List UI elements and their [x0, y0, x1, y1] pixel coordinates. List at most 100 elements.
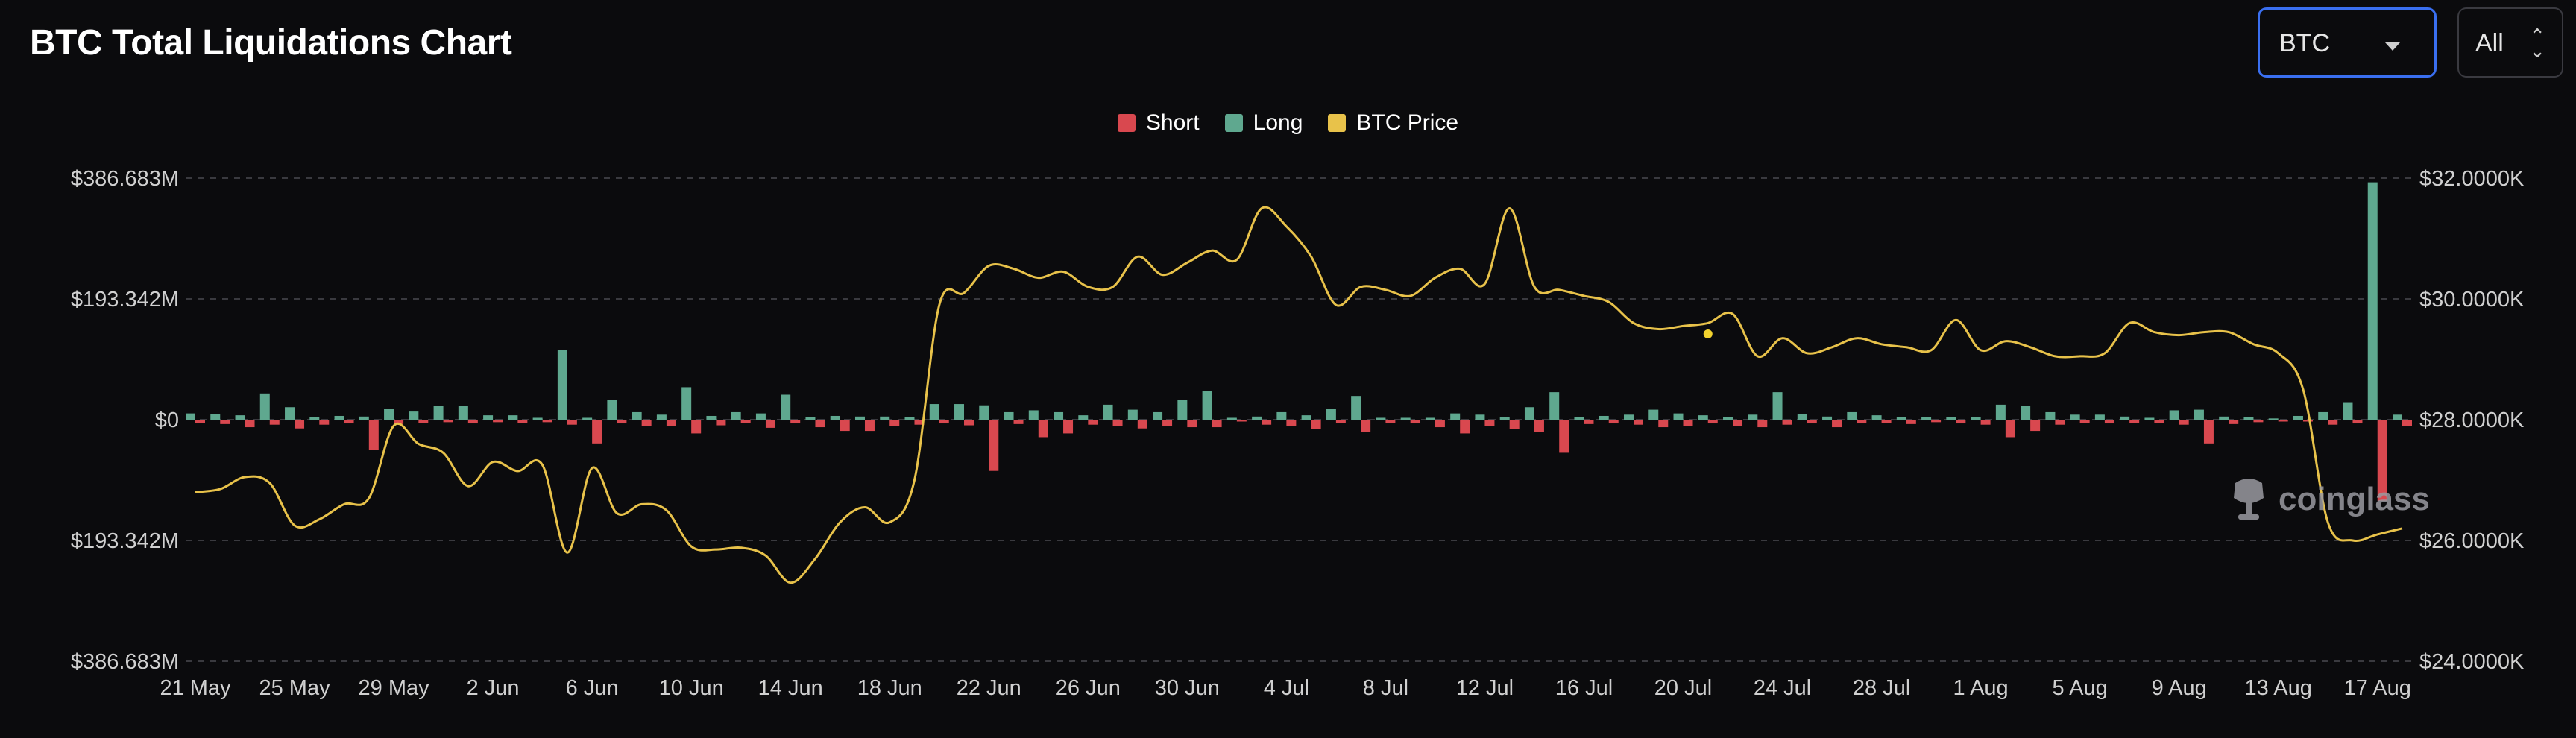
short-bar	[368, 420, 379, 450]
short-bar	[2005, 420, 2015, 438]
long-bar	[904, 417, 915, 420]
range-select[interactable]: All ⌃ ⌄	[2457, 7, 2563, 78]
long-bar	[1226, 417, 1237, 420]
short-bar	[1038, 420, 1048, 438]
long-bar	[2219, 416, 2229, 420]
short-bar	[1385, 420, 1396, 423]
long-bar	[2268, 418, 2279, 420]
long-bar	[1475, 414, 1485, 420]
short-bar	[889, 420, 900, 426]
short-bar	[1757, 420, 1768, 428]
page-title: BTC Total Liquidations Chart	[30, 23, 512, 63]
short-bar	[1162, 420, 1173, 426]
x-tick-label: 21 May	[160, 676, 231, 700]
long-bar	[2120, 416, 2130, 420]
long-bar	[483, 415, 494, 420]
short-bar	[2377, 420, 2387, 501]
long-bar	[607, 400, 617, 420]
long-bar	[1252, 416, 1262, 420]
short-bar	[2179, 420, 2189, 425]
short-bar	[269, 420, 280, 425]
short-bar	[1435, 420, 1445, 428]
long-bar	[1524, 407, 1534, 420]
short-bar	[1906, 420, 1916, 424]
short-bar	[1857, 420, 1867, 424]
long-bar	[1202, 391, 1212, 420]
long-bar	[1896, 417, 1906, 420]
long-bar	[2343, 402, 2353, 420]
short-bar	[245, 420, 255, 428]
coin-select[interactable]: BTC	[2258, 7, 2437, 78]
long-bar	[1772, 392, 1783, 420]
long-bar	[334, 415, 344, 420]
legend-item-long[interactable]: Long	[1224, 110, 1303, 136]
y-left-tick-label: $386.683M	[71, 167, 179, 191]
chart-legend: Short Long BTC Price	[0, 110, 2576, 136]
short-bar	[1262, 420, 1272, 425]
long-bar	[433, 406, 444, 420]
x-tick-label: 30 Jun	[1155, 676, 1220, 700]
long-bar	[1871, 415, 1882, 420]
short-bar	[1013, 420, 1024, 424]
legend-swatch-price	[1328, 114, 1347, 132]
short-bar	[914, 420, 925, 425]
long-bar	[1103, 404, 1113, 420]
long-bar	[1127, 409, 1138, 420]
long-bar	[2094, 414, 2105, 420]
x-tick-label: 4 Jul	[1264, 676, 1309, 700]
short-bar	[1112, 420, 1123, 426]
short-bar	[716, 420, 726, 426]
short-bar	[790, 420, 801, 424]
short-bar	[418, 420, 429, 423]
short-bar	[1608, 420, 1619, 424]
long-bar	[1822, 416, 1833, 420]
short-bar	[1832, 420, 1842, 428]
long-bar	[706, 415, 717, 420]
short-bar	[2352, 420, 2363, 424]
short-bar	[1286, 420, 1297, 426]
long-bar	[1004, 411, 1014, 420]
sort-arrows-icon: ⌃ ⌄	[2529, 25, 2545, 62]
short-bar	[2278, 420, 2288, 422]
short-bar	[443, 420, 453, 423]
legend-label-price: BTC Price	[1356, 110, 1459, 135]
short-bar	[939, 420, 949, 424]
y-right-tick-label: $28.0000K	[2419, 409, 2525, 432]
short-bar	[295, 420, 305, 429]
short-bar	[2079, 420, 2090, 423]
long-bar	[409, 411, 419, 420]
short-bar	[1311, 420, 1321, 429]
long-bar	[2318, 411, 2328, 420]
short-bar	[1881, 420, 1892, 423]
x-tick-label: 5 Aug	[2053, 676, 2108, 700]
short-bar	[493, 420, 503, 423]
long-bar	[1971, 417, 1981, 420]
x-tick-label: 25 May	[259, 676, 330, 700]
long-bar	[458, 406, 468, 420]
long-bar	[1499, 417, 1510, 420]
legend-item-short[interactable]: Short	[1117, 110, 1200, 136]
short-bar	[2402, 420, 2412, 426]
long-bar	[2393, 414, 2402, 420]
long-bar	[1326, 409, 1336, 420]
legend-swatch-long	[1224, 114, 1243, 132]
legend-item-price[interactable]: BTC Price	[1328, 110, 1458, 136]
short-bar	[1584, 420, 1594, 424]
long-bar	[557, 350, 567, 420]
long-bar	[1177, 400, 1188, 420]
long-bar	[1599, 415, 1609, 420]
long-bar	[582, 417, 593, 420]
short-bar	[592, 420, 602, 444]
short-bar	[2229, 420, 2239, 424]
short-bar	[1212, 420, 1222, 428]
short-bar	[1335, 420, 1346, 423]
short-bar	[195, 420, 205, 423]
coin-select-value: BTC	[2279, 29, 2330, 57]
long-bar	[210, 414, 221, 420]
short-bar	[567, 420, 577, 425]
watermark-logo: coinglass	[2228, 476, 2430, 523]
x-tick-label: 6 Jun	[566, 676, 619, 700]
x-tick-label: 16 Jul	[1555, 676, 1613, 700]
short-bar	[1782, 420, 1792, 425]
